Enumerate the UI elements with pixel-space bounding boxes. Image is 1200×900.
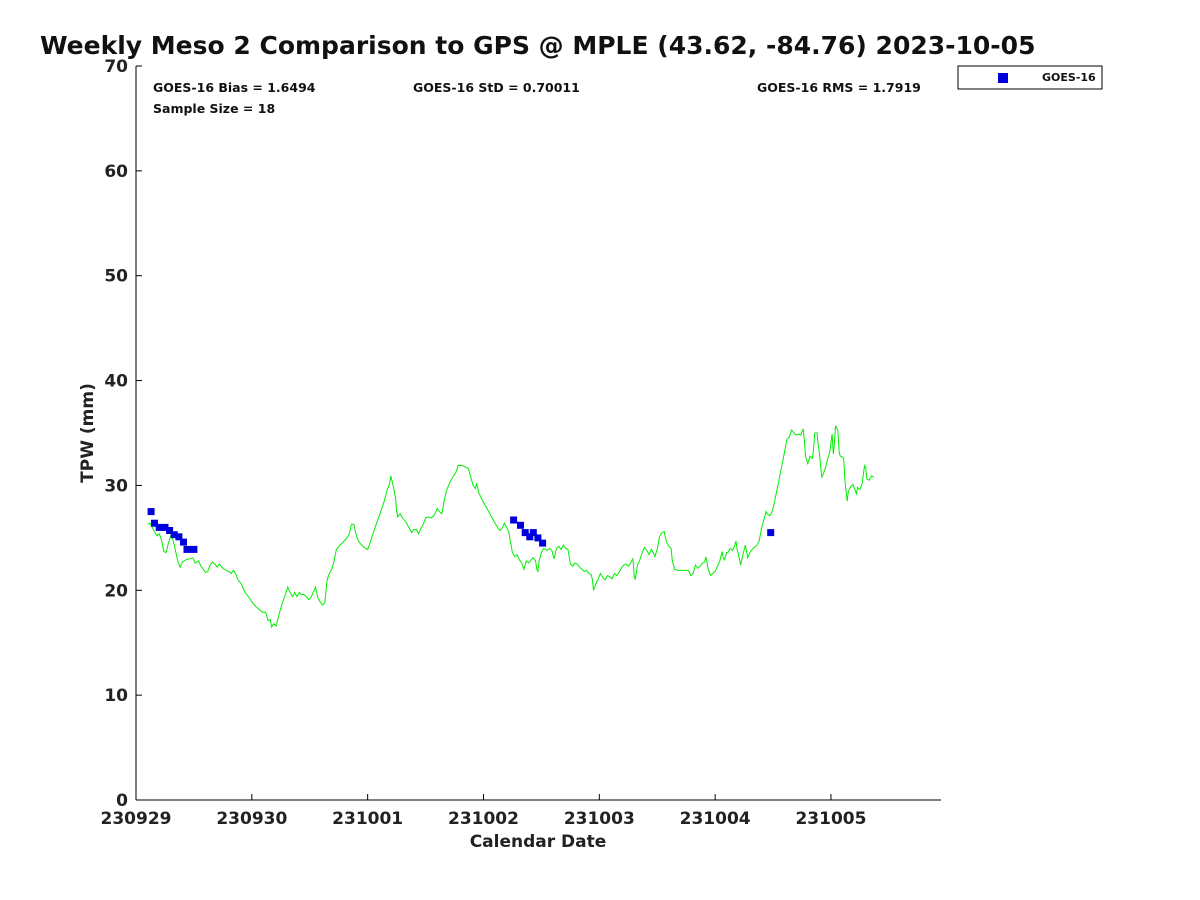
goes16-data-point: [180, 538, 187, 546]
stat-std: GOES-16 StD = 0.70011: [413, 80, 580, 95]
goes16-data-point: [521, 529, 529, 537]
y-tick-label: 50: [104, 267, 128, 287]
goes16-data-point: [155, 523, 163, 531]
goes16-data-point: [161, 523, 169, 531]
x-tick-label: 230930: [216, 809, 287, 829]
goes16-data-point: [529, 529, 537, 537]
x-tick-label: 231003: [564, 809, 635, 829]
y-tick-label: 10: [104, 686, 128, 706]
goes16-data-point: [170, 531, 178, 539]
legend: GOES-16: [957, 65, 1103, 90]
goes16-data-point: [510, 516, 518, 524]
goes16-data-point: [190, 545, 198, 553]
x-tick-label: 231004: [680, 809, 751, 829]
goes16-data-point: [534, 534, 542, 542]
y-tick-label: 60: [104, 162, 128, 182]
legend-label-goes16: GOES-16: [1042, 71, 1096, 84]
goes16-data-point: [767, 529, 775, 537]
legend-box: [957, 65, 1103, 90]
x-axis-label: Calendar Date: [470, 832, 607, 852]
x-tick-label: 231001: [332, 809, 403, 829]
y-tick-label: 20: [104, 581, 128, 601]
y-tick-label: 0: [116, 791, 128, 811]
legend-marker-goes16: [998, 73, 1008, 83]
goes16-data-point: [539, 539, 547, 547]
goes16-data-point: [526, 533, 534, 541]
goes16-data-point: [147, 508, 155, 516]
stat-bias: GOES-16 Bias = 1.6494: [153, 80, 316, 95]
goes16-data-point: [151, 519, 158, 527]
y-ticks: 0 10 20 30 40 50 60 70: [104, 57, 142, 811]
goes16-series-markers: [147, 508, 775, 553]
goes16-data-point: [183, 545, 191, 553]
x-ticks: 230929 230930 231001 231002 231003 231004 2310…: [101, 794, 866, 829]
goes16-data-point: [166, 527, 174, 534]
y-tick-label: 70: [104, 57, 128, 77]
stat-rms: GOES-16 RMS = 1.7919: [757, 80, 921, 95]
x-tick-label: 231005: [795, 809, 866, 829]
gps-series-line: [147, 425, 874, 629]
goes16-data-point: [517, 521, 524, 529]
y-tick-label: 30: [104, 476, 128, 496]
chart-title: Weekly Meso 2 Comparison to GPS @ MPLE (…: [40, 31, 1035, 60]
x-tick-label: 231002: [448, 809, 519, 829]
y-tick-label: 40: [104, 372, 128, 392]
x-tick-label: 230929: [101, 809, 172, 829]
plot-axes: [135, 66, 941, 801]
goes16-data-point: [175, 533, 183, 541]
stat-sample-size: Sample Size = 18: [153, 101, 275, 116]
y-axis-label: TPW (mm): [78, 383, 98, 483]
